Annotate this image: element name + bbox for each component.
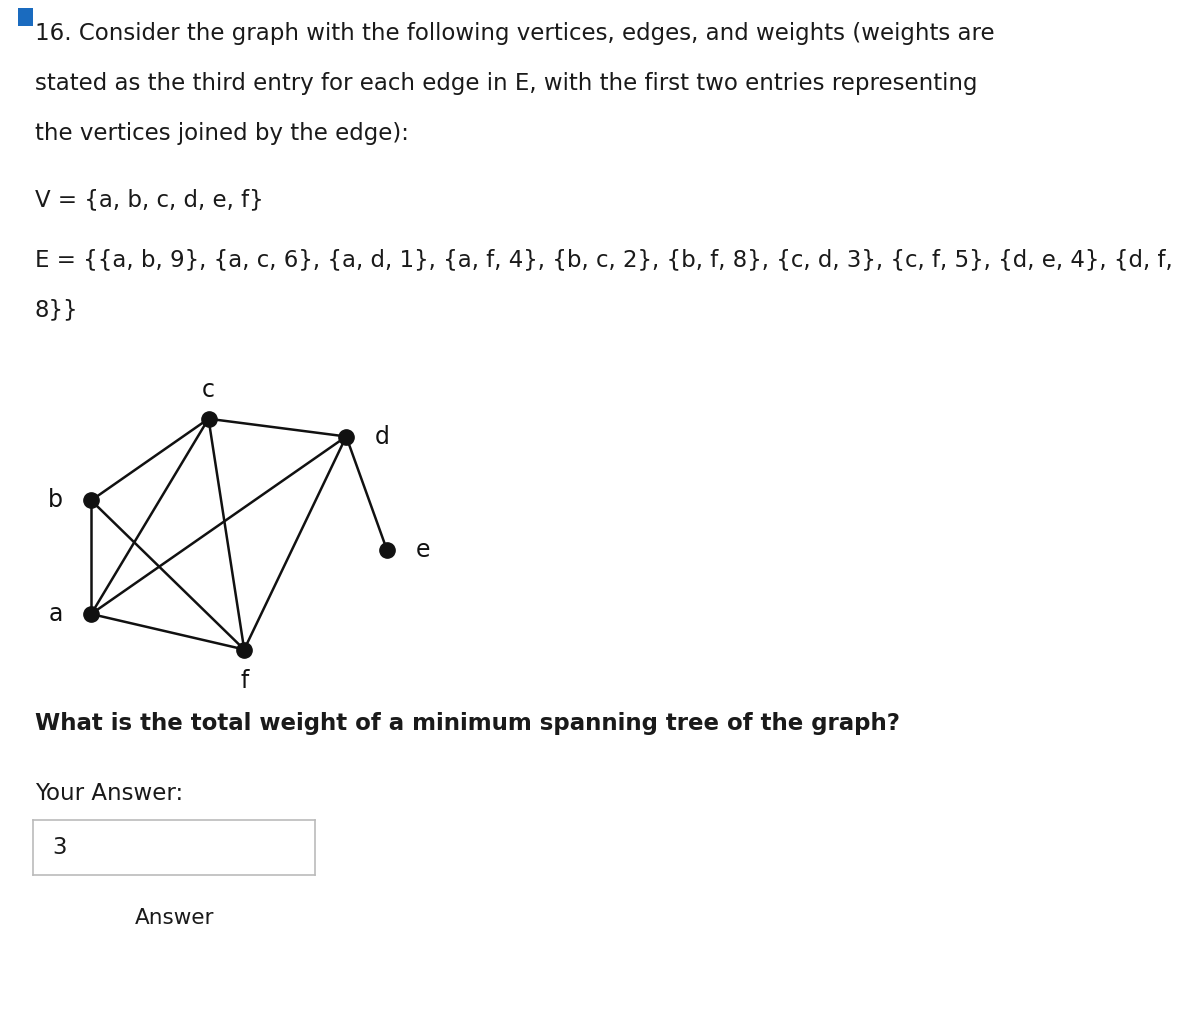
Text: stated as the third entry for each edge in E, with the first two entries represe: stated as the third entry for each edge … [35,72,978,95]
Text: a: a [48,602,62,626]
Text: Answer: Answer [136,908,215,928]
Text: the vertices joined by the edge):: the vertices joined by the edge): [35,122,409,145]
Text: 16. Consider the graph with the following vertices, edges, and weights (weights : 16. Consider the graph with the followin… [35,22,995,45]
Text: V = {a, b, c, d, e, f}: V = {a, b, c, d, e, f} [35,188,264,211]
Text: f: f [240,669,248,694]
Text: e: e [415,538,430,562]
Text: b: b [48,488,62,512]
Text: d: d [374,425,389,448]
Text: What is the total weight of a minimum spanning tree of the graph?: What is the total weight of a minimum sp… [35,712,900,735]
Text: 3: 3 [53,836,67,859]
Text: E = {{a, b, 9}, {a, c, 6}, {a, d, 1}, {a, f, 4}, {b, c, 2}, {b, f, 8}, {c, d, 3}: E = {{a, b, 9}, {a, c, 6}, {a, d, 1}, {a… [35,248,1172,271]
Text: Your Answer:: Your Answer: [35,782,184,805]
Text: 8}}: 8}} [35,298,78,321]
Text: c: c [202,378,215,402]
